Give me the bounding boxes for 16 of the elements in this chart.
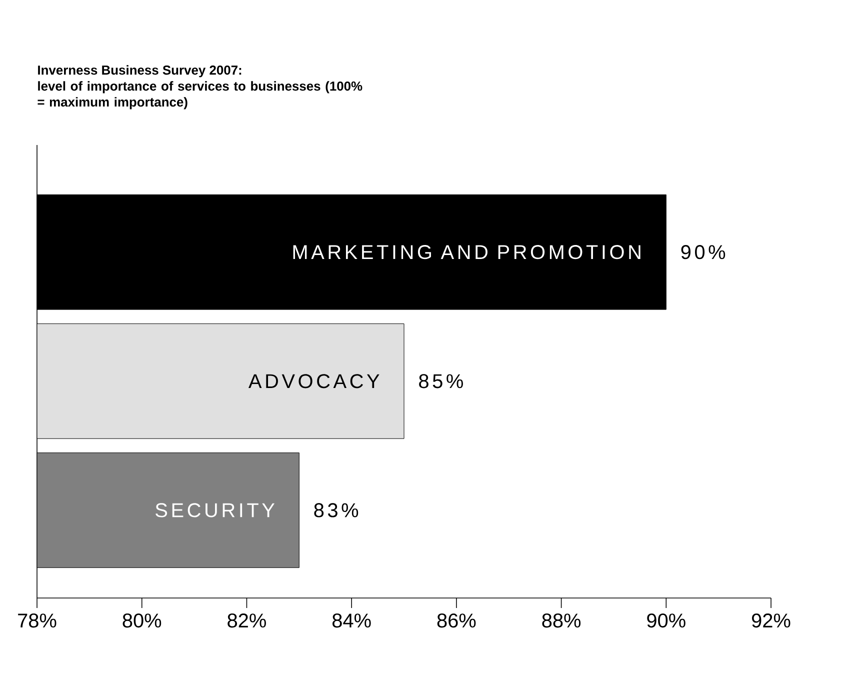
y-tick-label: MARKETING AND PROMOTION — [293, 245, 640, 260]
data-label: 90% — [681, 245, 726, 260]
x-tick-label: 88% — [542, 614, 581, 628]
x-tick-label: 82% — [228, 614, 266, 628]
chart-subtitle: level of importance of services to businesses (100% = maximum importance) — [38, 81, 362, 110]
x-tick-label: 86% — [437, 614, 476, 628]
x-tick-label: 90% — [647, 614, 686, 628]
x-tick-label: 92% — [752, 614, 790, 628]
data-label: 85% — [419, 374, 463, 388]
y-tick-label: ADVOCACY — [248, 374, 380, 388]
x-tick-label: 84% — [332, 614, 371, 628]
y-tick-label: SECURITY — [156, 503, 274, 518]
chart-title: Inverness Business Survey 2007: — [38, 65, 242, 78]
x-tick-label: 78% — [18, 614, 56, 628]
x-tick-label: 80% — [122, 614, 162, 628]
data-label: 83% — [314, 503, 358, 518]
